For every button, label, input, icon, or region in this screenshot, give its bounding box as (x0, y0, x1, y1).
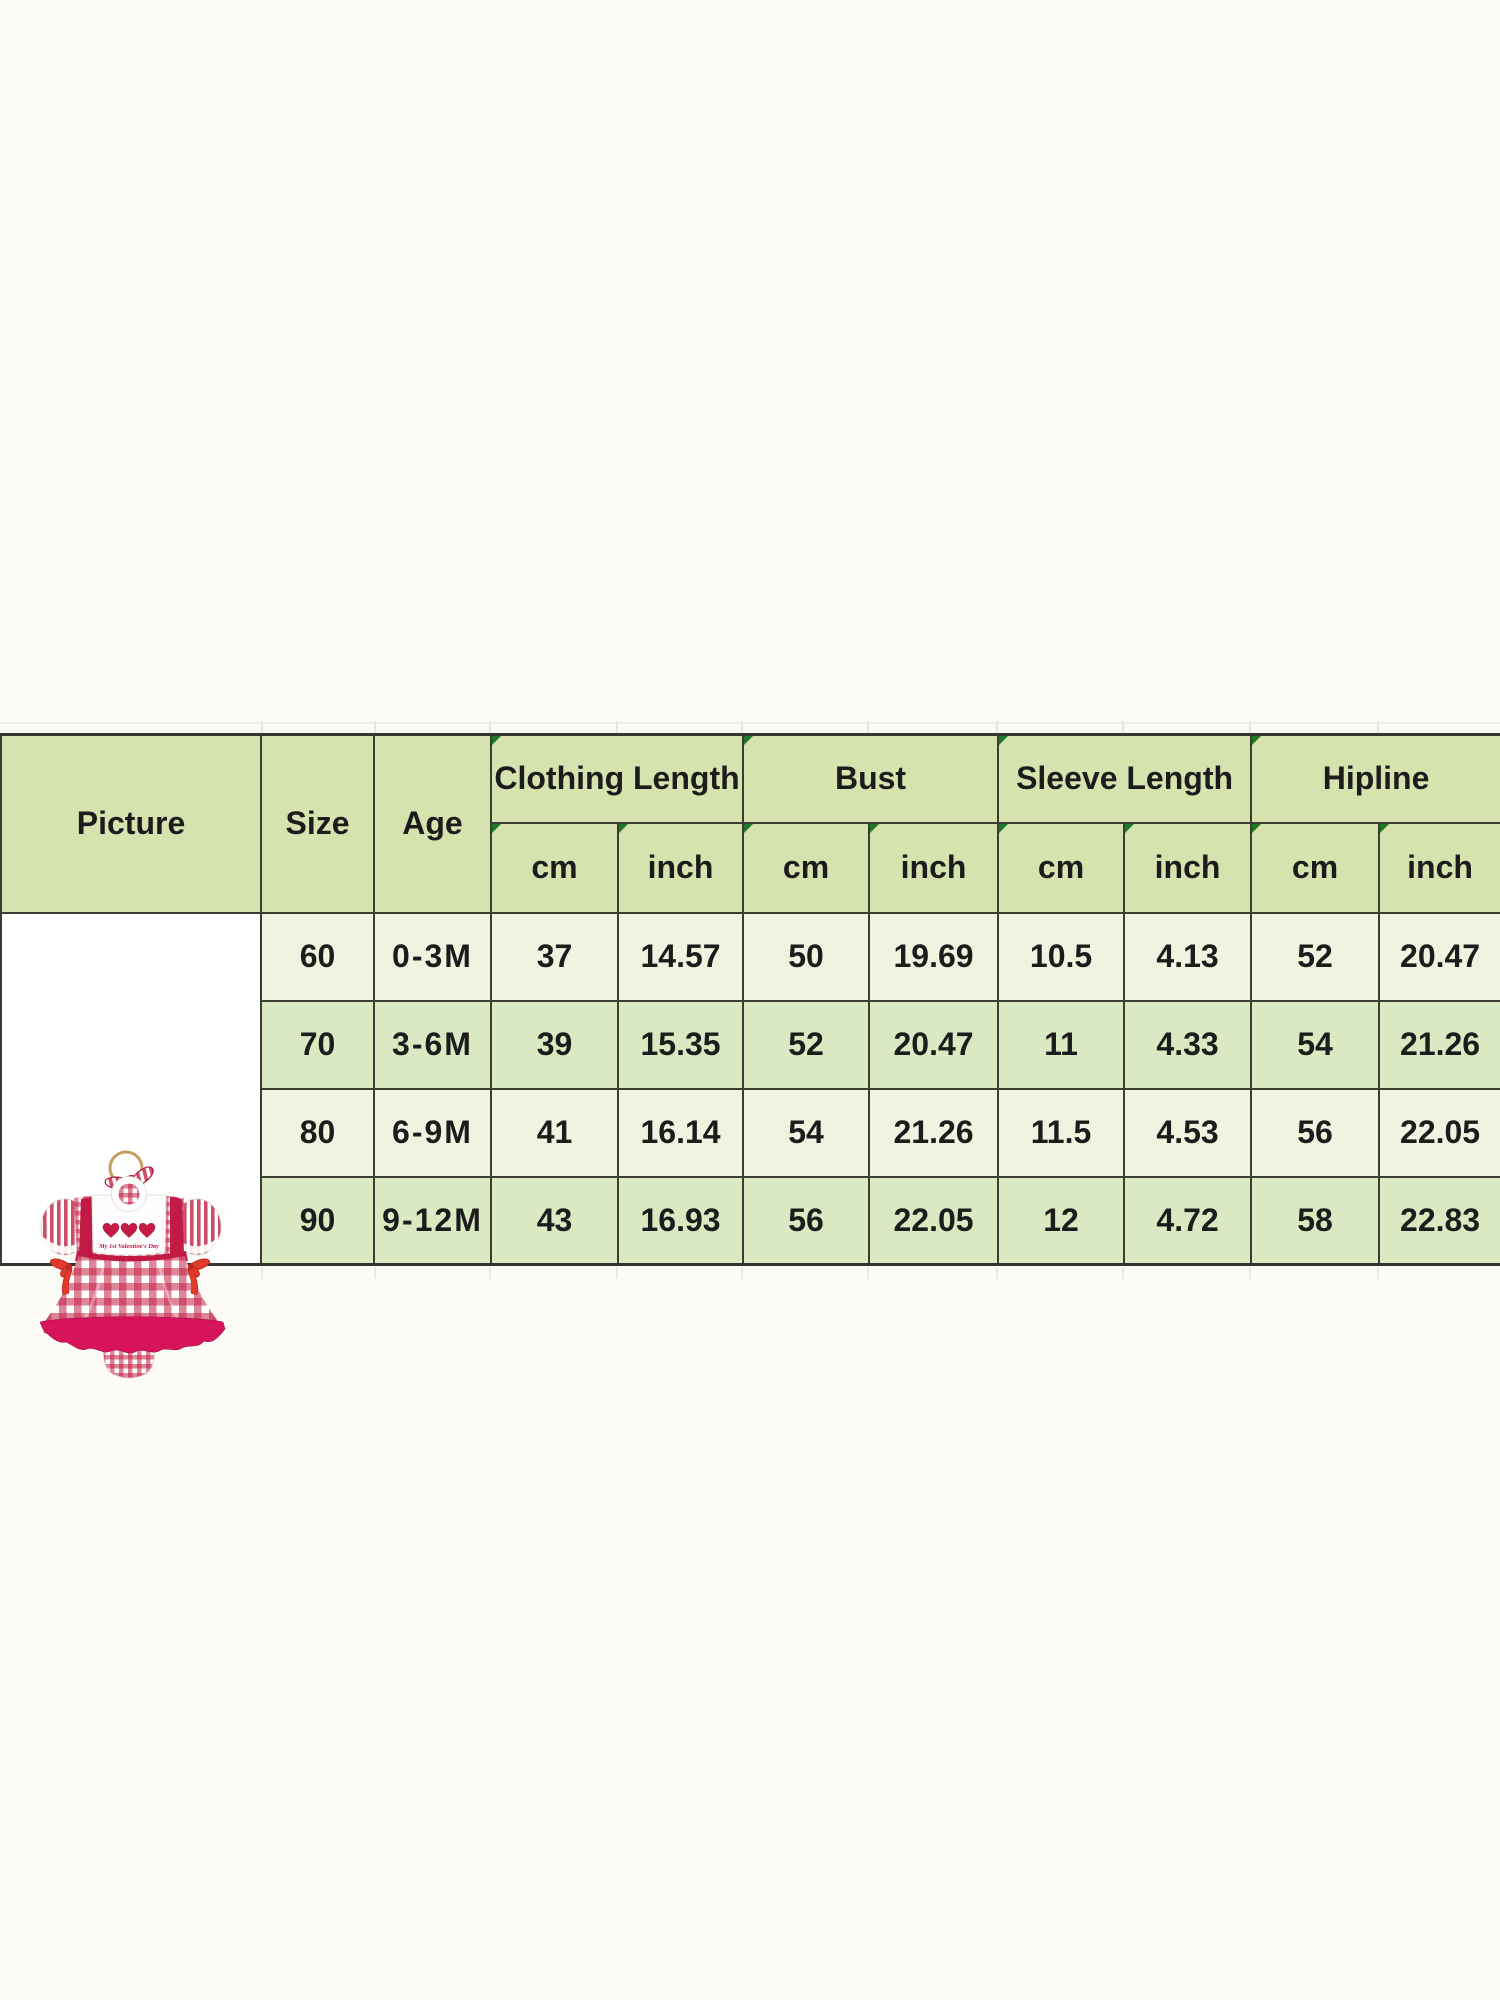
cell-value: 22.05 (1378, 1087, 1500, 1178)
cell-age: 0-3M (373, 911, 492, 1002)
cell-value: 41 (490, 1087, 619, 1178)
cell-size: 80 (260, 1087, 375, 1178)
cell-value: 54 (1250, 999, 1381, 1090)
cell-value: 4.53 (1123, 1087, 1253, 1178)
cell-value: 11.5 (997, 1087, 1126, 1178)
cell-value: 52 (742, 999, 871, 1090)
cell-value: 43 (490, 1175, 619, 1266)
header-picture: Picture (0, 733, 262, 914)
cell-age: 9-12M (373, 1175, 492, 1266)
cell-value: 16.14 (616, 1087, 745, 1178)
gridline-stubs-bottom (261, 1267, 263, 1279)
cell-value: 54 (742, 1087, 871, 1178)
cell-value: 52 (1250, 911, 1381, 1002)
table-row: 80 6-9M 41 16.14 54 21.26 11.5 4.53 56 2… (1, 1087, 1500, 1178)
product-picture-cell: My 1st Valentine's Day (0, 911, 262, 1379)
bib-text: My 1st Valentine's Day (98, 1243, 159, 1250)
cell-value: 4.72 (1123, 1175, 1253, 1266)
header-sleeve-inch: inch (1123, 821, 1253, 914)
table-row: My 1st Valentine's Day 60 0-3M (0, 911, 1500, 1379)
cell-size: 60 (260, 911, 375, 1002)
cell-value: 11 (997, 999, 1126, 1090)
cell-value: 16.93 (616, 1175, 745, 1266)
cell-value: 4.33 (1123, 999, 1253, 1090)
cell-value: 12 (997, 1175, 1126, 1266)
cell-size: 70 (260, 999, 375, 1090)
header-clothing-length-inch: inch (616, 821, 745, 914)
header-sleeve-cm: cm (997, 821, 1126, 914)
product-photo: My 1st Valentine's Day (39, 1150, 226, 1379)
cell-age: 6-9M (373, 1087, 492, 1178)
header-clothing-length-cm: cm (490, 821, 619, 914)
header-bust-cm: cm (742, 821, 871, 914)
cell-value: 15.35 (616, 999, 745, 1090)
cell-value: 39 (490, 999, 619, 1090)
table-row: 90 9-12M 43 16.93 56 22.05 12 4.72 58 22… (1, 1175, 1500, 1266)
bib-hearts (102, 1223, 156, 1239)
cell-size: 90 (260, 1175, 375, 1266)
cell-value: 22.83 (1378, 1175, 1500, 1266)
hem-ruffle (39, 1316, 226, 1354)
romper-dress: My 1st Valentine's Day (39, 1176, 226, 1379)
cell-value: 50 (742, 911, 871, 1002)
header-size: Size (260, 733, 375, 914)
cell-value: 10.5 (997, 911, 1126, 1002)
cell-value: 21.26 (1378, 999, 1500, 1090)
cell-value: 4.13 (1123, 911, 1253, 1002)
header-hipline: Hipline (1250, 733, 1500, 824)
white-bib (91, 1194, 167, 1256)
header-clothing-length: Clothing Length (489, 733, 745, 824)
header-bust-inch: inch (868, 821, 1000, 914)
cell-value: 58 (1250, 1175, 1381, 1266)
cell-value: 20.47 (868, 999, 1000, 1090)
table-row: 70 3-6M 39 15.35 52 20.47 11 4.33 54 21.… (1, 999, 1500, 1090)
gridline-stubs-top (261, 721, 263, 735)
header-hipline-inch: inch (1378, 821, 1500, 914)
cell-value: 21.26 (868, 1087, 1000, 1178)
cell-value: 20.47 (1378, 911, 1500, 1002)
size-chart-table: Picture Size Age Clothing Length Bust Sl… (0, 733, 1500, 1379)
header-sleeve-length: Sleeve Length (997, 733, 1253, 824)
cell-age: 3-6M (373, 999, 492, 1090)
gridline-horizontal (0, 722, 1500, 724)
cell-value: 22.05 (868, 1175, 1000, 1266)
cell-value: 56 (1250, 1087, 1381, 1178)
cell-value: 37 (490, 911, 619, 1002)
cell-value: 14.57 (616, 911, 745, 1002)
header-hipline-cm: cm (1250, 821, 1381, 914)
cell-value: 56 (742, 1175, 871, 1266)
cell-value: 19.69 (868, 911, 1000, 1002)
header-age: Age (373, 733, 492, 914)
header-bust: Bust (742, 733, 1000, 824)
